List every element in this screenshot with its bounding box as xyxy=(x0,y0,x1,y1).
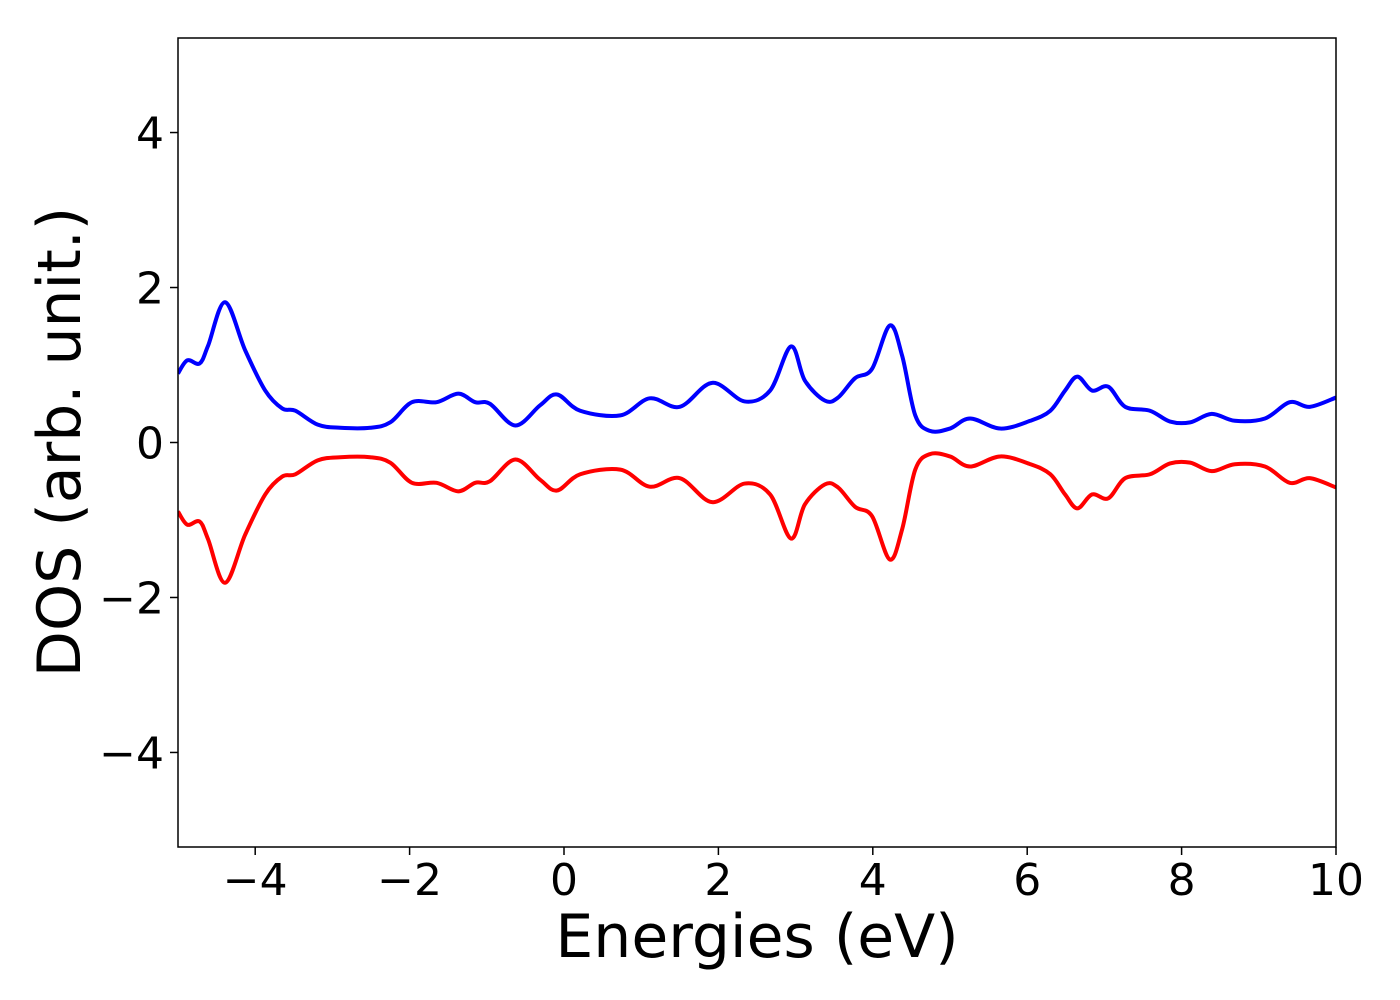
x-tick-label: −2 xyxy=(377,855,442,906)
y-tick-label: −4 xyxy=(99,728,164,779)
x-tick-label: 2 xyxy=(704,855,732,906)
dos-line xyxy=(178,451,1336,585)
x-tick-label: −4 xyxy=(223,855,288,906)
y-tick-label: 4 xyxy=(136,109,164,160)
y-tick-label: 0 xyxy=(136,419,164,470)
x-axis-label: Energies (eV) xyxy=(555,902,958,972)
x-tick-label: 8 xyxy=(1168,855,1196,906)
y-axis-label: DOS (arb. unit.) xyxy=(25,207,95,677)
x-tick-label: 10 xyxy=(1308,855,1364,906)
y-tick-label: 2 xyxy=(136,264,164,315)
x-tick-label: 6 xyxy=(1013,855,1041,906)
dos-line xyxy=(178,300,1336,434)
x-tick-label: 4 xyxy=(859,855,887,906)
x-tick-label: 0 xyxy=(550,855,578,906)
y-tick-label: −2 xyxy=(99,573,164,624)
plot-frame xyxy=(177,37,1337,848)
